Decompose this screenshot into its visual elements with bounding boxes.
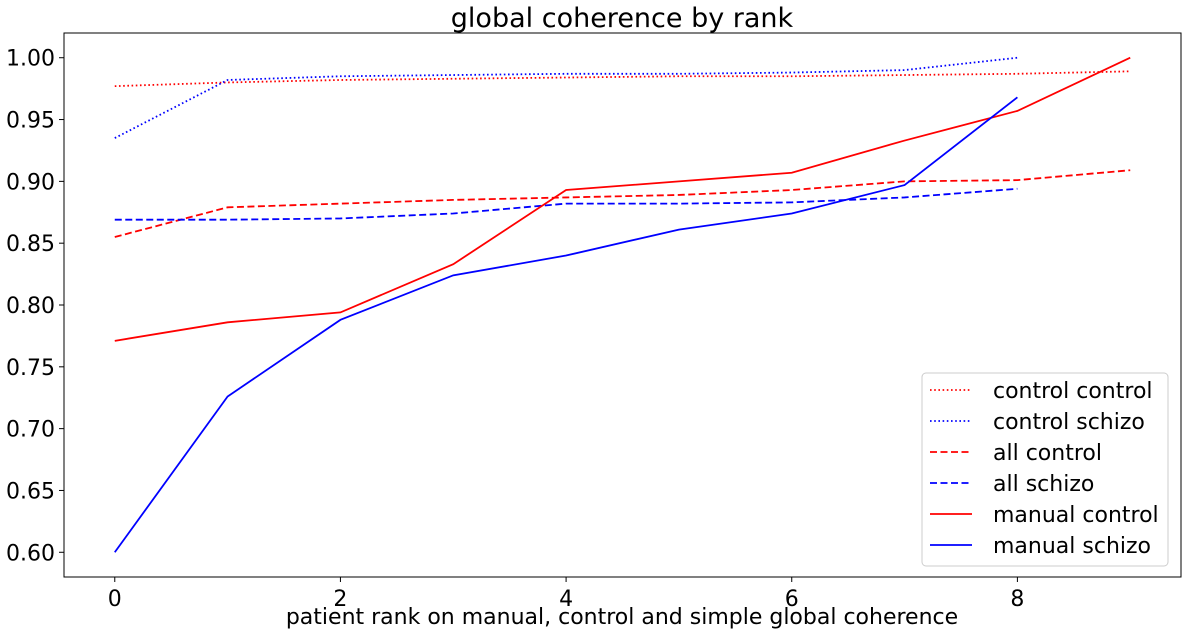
- legend-label: control control: [993, 379, 1153, 404]
- legend-label: control schizo: [993, 410, 1145, 435]
- y-tick-label: 0.60: [6, 541, 55, 566]
- series-line-control-control: [114, 70, 1131, 88]
- legend: control control control schizo all control…: [921, 372, 1169, 567]
- y-tick-label: 0.80: [6, 294, 55, 319]
- y-tick-label: 1.00: [6, 47, 55, 72]
- series-line-control-schizo: [114, 56, 1018, 139]
- x-axis-ticks: 0 2 4 6 8: [108, 577, 1024, 612]
- legend-label: all schizo: [993, 472, 1094, 497]
- y-tick-label: 0.85: [6, 232, 55, 257]
- y-tick-label: 0.95: [6, 109, 55, 134]
- x-tick-label: 8: [1010, 587, 1024, 612]
- x-tick-label: 4: [559, 587, 573, 612]
- y-tick-label: 0.75: [6, 356, 55, 381]
- plot-lines: [114, 56, 1131, 553]
- legend-label: manual schizo: [993, 534, 1151, 559]
- series-line-manual-control: [114, 56, 1131, 342]
- x-tick-label: 0: [108, 587, 122, 612]
- x-axis-label: patient rank on manual, control and simp…: [286, 605, 958, 630]
- legend-label: all control: [993, 441, 1102, 466]
- x-tick-label: 6: [785, 587, 799, 612]
- y-tick-label: 0.65: [6, 479, 55, 504]
- y-tick-label: 0.90: [6, 170, 55, 195]
- legend-label: manual control: [993, 503, 1159, 528]
- y-axis-ticks: 0.60 0.65 0.70 0.75 0.80 0.85 0.90 0.95 1.00: [6, 47, 64, 566]
- legend-box: [921, 372, 1169, 567]
- y-tick-label: 0.70: [6, 418, 55, 443]
- x-tick-label: 2: [333, 587, 347, 612]
- series-line-all-control: [114, 169, 1131, 238]
- series-line-all-schizo: [114, 187, 1018, 221]
- series-line-manual-schizo: [114, 96, 1018, 553]
- chart-title: global coherence by rank: [451, 3, 794, 34]
